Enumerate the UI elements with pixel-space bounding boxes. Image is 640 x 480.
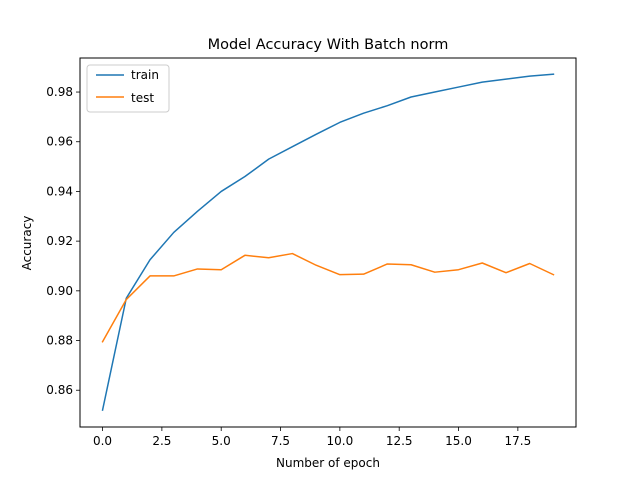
y-tick-label: 0.98 xyxy=(46,85,73,99)
axes-frame xyxy=(79,57,577,428)
legend-box xyxy=(86,64,170,113)
x-axis-ticks: 0.0 2.5 5.0 7.5 10.0 12.5 15.0 17.5 xyxy=(93,427,531,448)
legend-label-train: train xyxy=(131,68,159,82)
x-tick-label: 2.5 xyxy=(152,434,171,448)
y-tick-label: 0.86 xyxy=(46,383,73,397)
y-tick-label: 0.96 xyxy=(46,135,73,149)
series-line-train xyxy=(101,73,555,411)
y-tick-label: 0.92 xyxy=(46,234,73,248)
y-axis-label: Accuracy xyxy=(20,216,34,271)
y-tick-label: 0.88 xyxy=(46,334,73,348)
plot-area xyxy=(79,57,577,428)
series-line-test xyxy=(101,252,555,343)
legend-label-test: test xyxy=(131,91,154,105)
x-tick-label: 12.5 xyxy=(386,434,413,448)
x-tick-label: 7.5 xyxy=(271,434,290,448)
legend: train test xyxy=(86,64,170,113)
series-layer xyxy=(101,73,555,411)
x-tick-label: 15.0 xyxy=(445,434,472,448)
x-tick-label: 5.0 xyxy=(212,434,231,448)
y-axis-ticks: 0.86 0.88 0.90 0.92 0.94 0.96 0.98 xyxy=(46,85,80,397)
x-tick-label: 0.0 xyxy=(93,434,112,448)
y-tick-label: 0.90 xyxy=(46,284,73,298)
chart-title: Model Accuracy With Batch norm xyxy=(208,37,449,53)
x-axis-label: Number of epoch xyxy=(276,456,380,470)
x-tick-label: 10.0 xyxy=(327,434,354,448)
y-tick-label: 0.94 xyxy=(46,184,73,198)
x-tick-label: 17.5 xyxy=(504,434,531,448)
